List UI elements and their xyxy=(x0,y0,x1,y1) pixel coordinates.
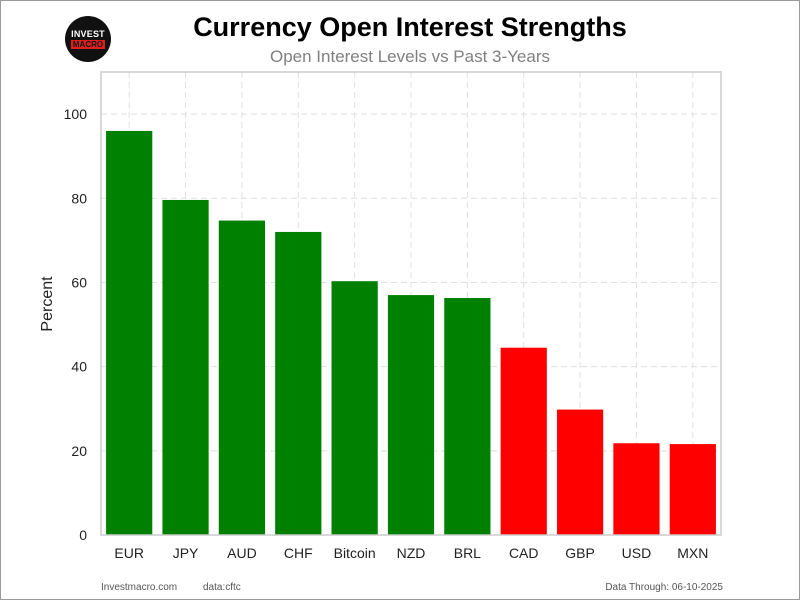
footer-date: Data Through: 06-10-2025 xyxy=(605,582,723,593)
y-tick-label: 60 xyxy=(71,274,87,290)
bar-brl xyxy=(444,298,491,535)
y-tick-label: 80 xyxy=(71,190,87,206)
y-tick-label: 40 xyxy=(71,359,87,375)
x-tick-label: GBP xyxy=(565,545,595,561)
y-tick-label: 100 xyxy=(64,106,88,122)
x-tick-label: NZD xyxy=(397,545,426,561)
footer-site: Investmacro.com xyxy=(101,582,178,593)
bar-eur xyxy=(106,130,153,535)
x-tick-label: MXN xyxy=(677,545,708,561)
y-tick-label: 20 xyxy=(71,443,87,459)
x-tick-label: JPY xyxy=(173,545,199,561)
investmacro-logo: INVEST MACRO xyxy=(65,16,111,62)
chart-subtitle: Open Interest Levels vs Past 3-Years xyxy=(269,47,551,66)
y-axis-label: Percent xyxy=(39,276,56,332)
x-tick-label: CHF xyxy=(284,545,313,561)
chart-title: Currency Open Interest Strengths xyxy=(193,12,627,42)
footer-source: data:cftc xyxy=(203,582,241,593)
bar-cad xyxy=(500,347,547,535)
bar-aud xyxy=(218,220,266,535)
x-tick-label: USD xyxy=(622,545,652,561)
x-tick-label: AUD xyxy=(227,545,257,561)
logo-text-top: INVEST xyxy=(71,29,105,39)
bar-chf xyxy=(275,231,322,536)
plot-area-frame xyxy=(100,71,722,536)
logo-text-bottom: MACRO xyxy=(70,40,106,49)
bar-mxn xyxy=(669,444,716,535)
x-tick-label: BRL xyxy=(454,545,481,561)
x-tick-label: CAD xyxy=(509,545,539,561)
bar-gbp xyxy=(556,409,604,535)
bar-bitcoin xyxy=(331,281,378,535)
y-tick-label: 0 xyxy=(79,527,87,543)
bar-layer xyxy=(106,130,716,536)
tick-layer: 0 20 40 60 80 100 EUR JPY AUD CHF Bitcoin NZD BRL CAD… xyxy=(64,106,709,561)
x-tick-label: EUR xyxy=(114,545,144,561)
bar-jpy xyxy=(162,199,209,535)
x-tick-label: Bitcoin xyxy=(334,545,376,561)
bar-usd xyxy=(613,443,660,535)
bar-nzd xyxy=(387,295,435,535)
